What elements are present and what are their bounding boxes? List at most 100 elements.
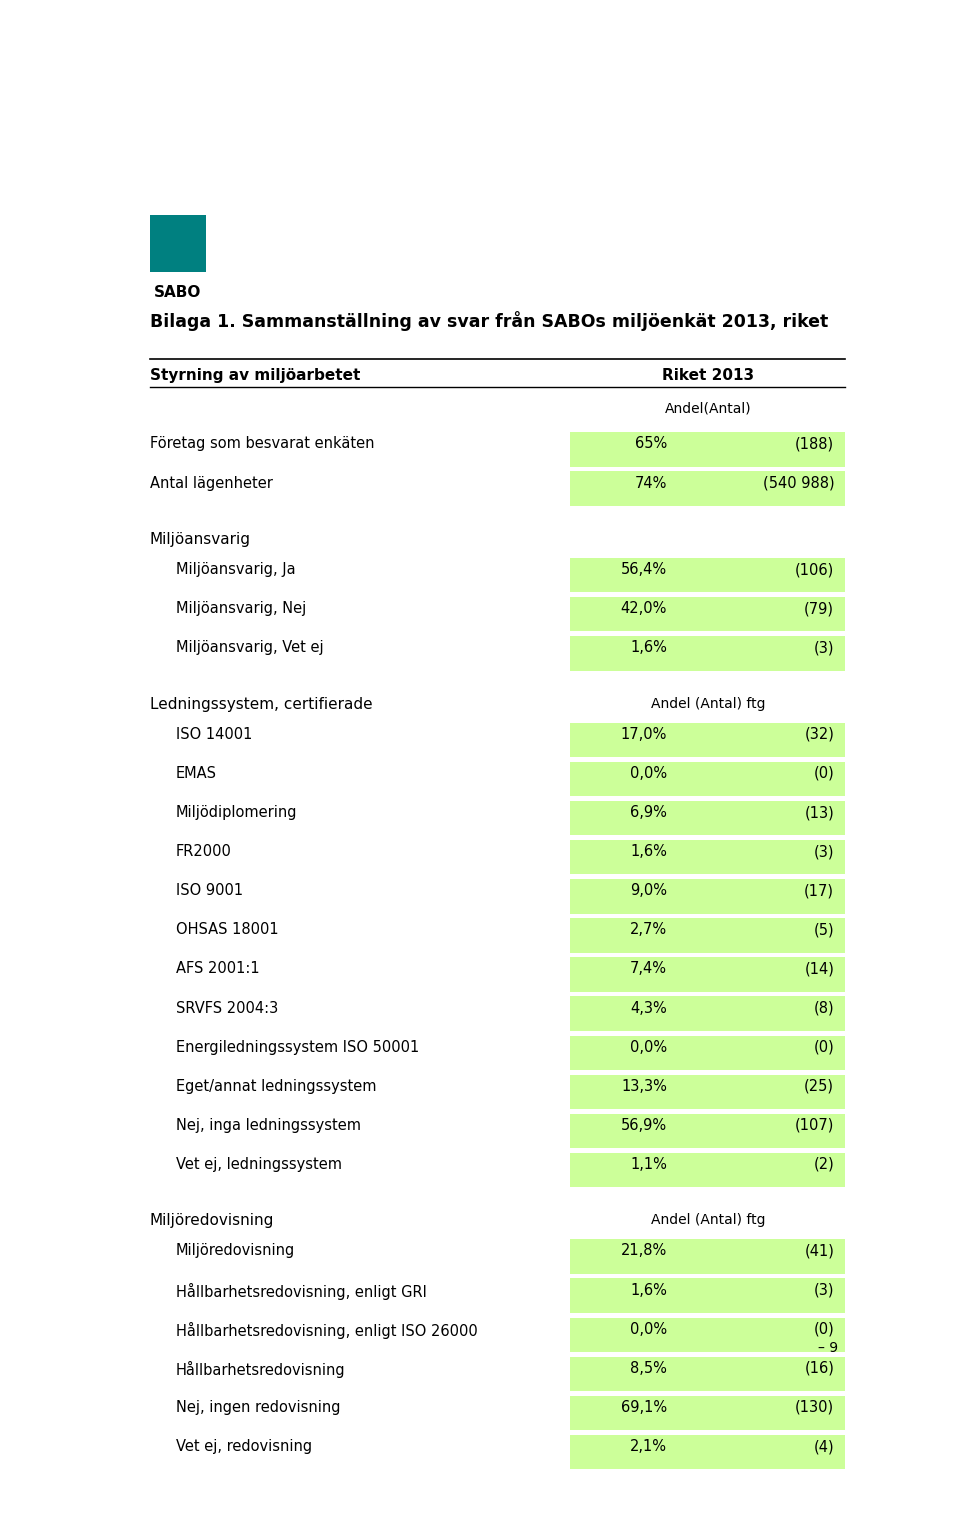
Bar	[570, 1074, 846, 1110]
Bar	[570, 1279, 846, 1313]
Bar	[570, 919, 846, 953]
Bar	[570, 432, 846, 466]
Text: 13,3%: 13,3%	[621, 1079, 667, 1094]
Text: (4): (4)	[814, 1439, 834, 1454]
Text: 9,0%: 9,0%	[630, 883, 667, 899]
Text: Bilaga 1. Sammanställning av svar från SABOs miljöenkät 2013, riket: Bilaga 1. Sammanställning av svar från S…	[150, 311, 828, 331]
Text: Eget/annat ledningssystem: Eget/annat ledningssystem	[176, 1079, 376, 1094]
Bar	[570, 1357, 846, 1391]
Bar	[570, 1036, 846, 1070]
Text: (188): (188)	[795, 437, 834, 451]
Text: 69,1%: 69,1%	[621, 1400, 667, 1414]
Text: Andel (Antal) ftg: Andel (Antal) ftg	[651, 697, 765, 711]
Text: Hållbarhetsredovisning, enligt GRI: Hållbarhetsredovisning, enligt GRI	[176, 1282, 426, 1299]
Bar	[150, 215, 205, 272]
Text: SRVFS 2004:3: SRVFS 2004:3	[176, 1000, 278, 1016]
Bar	[570, 1114, 846, 1148]
Text: AFS 2001:1: AFS 2001:1	[176, 962, 259, 976]
Text: (2): (2)	[813, 1157, 834, 1173]
Text: 0,0%: 0,0%	[630, 1322, 667, 1337]
Text: 56,9%: 56,9%	[621, 1117, 667, 1133]
Bar	[570, 1396, 846, 1430]
Text: 21,8%: 21,8%	[620, 1244, 667, 1259]
Text: Miljöredovisning: Miljöredovisning	[176, 1244, 295, 1259]
Text: (32): (32)	[804, 726, 834, 742]
Text: Antal lägenheter: Antal lägenheter	[150, 476, 273, 491]
Bar	[570, 996, 846, 1031]
Text: Energiledningssystem ISO 50001: Energiledningssystem ISO 50001	[176, 1040, 420, 1054]
Text: (3): (3)	[814, 1282, 834, 1297]
Bar	[570, 1153, 846, 1187]
Text: 56,4%: 56,4%	[621, 562, 667, 577]
Text: 1,1%: 1,1%	[630, 1157, 667, 1173]
Text: 7,4%: 7,4%	[630, 962, 667, 976]
Text: (106): (106)	[795, 562, 834, 577]
Text: 17,0%: 17,0%	[620, 726, 667, 742]
Text: (0): (0)	[813, 1322, 834, 1337]
Bar	[570, 597, 846, 631]
Text: Miljödiplomering: Miljödiplomering	[176, 805, 298, 820]
Text: 42,0%: 42,0%	[620, 602, 667, 616]
Text: Hållbarhetsredovisning: Hållbarhetsredovisning	[176, 1360, 346, 1377]
Text: (540 988): (540 988)	[762, 476, 834, 491]
Text: (16): (16)	[804, 1360, 834, 1376]
Text: (3): (3)	[814, 843, 834, 859]
Text: Miljöansvarig: Miljöansvarig	[150, 532, 251, 546]
Bar	[570, 957, 846, 991]
Text: (17): (17)	[804, 883, 834, 899]
Text: (13): (13)	[804, 805, 834, 820]
Bar	[570, 1317, 846, 1351]
Bar	[570, 1434, 846, 1470]
Text: (0): (0)	[813, 766, 834, 780]
Bar	[570, 636, 846, 671]
Bar	[570, 762, 846, 796]
Text: Företag som besvarat enkäten: Företag som besvarat enkäten	[150, 437, 374, 451]
Text: Ledningssystem, certifierade: Ledningssystem, certifierade	[150, 697, 372, 711]
Text: Miljöredovisning: Miljöredovisning	[150, 1213, 275, 1228]
Text: (3): (3)	[814, 640, 834, 656]
Text: Andel (Antal) ftg: Andel (Antal) ftg	[651, 1213, 765, 1227]
Text: (0): (0)	[813, 1040, 834, 1054]
Text: 8,5%: 8,5%	[630, 1360, 667, 1376]
Text: ISO 14001: ISO 14001	[176, 726, 252, 742]
Bar	[570, 723, 846, 757]
Text: (107): (107)	[795, 1117, 834, 1133]
Text: SABO: SABO	[154, 285, 202, 300]
Text: 1,6%: 1,6%	[630, 640, 667, 656]
Text: FR2000: FR2000	[176, 843, 231, 859]
Text: (14): (14)	[804, 962, 834, 976]
Text: 1,6%: 1,6%	[630, 843, 667, 859]
Text: 2,7%: 2,7%	[630, 922, 667, 937]
Text: (130): (130)	[795, 1400, 834, 1414]
Text: Styrning av miljöarbetet: Styrning av miljöarbetet	[150, 368, 360, 383]
Bar	[570, 879, 846, 914]
Text: 1,6%: 1,6%	[630, 1282, 667, 1297]
Text: Vet ej, redovisning: Vet ej, redovisning	[176, 1439, 312, 1454]
Text: Andel(Antal): Andel(Antal)	[664, 402, 751, 416]
Text: Nej, inga ledningssystem: Nej, inga ledningssystem	[176, 1117, 361, 1133]
Text: (8): (8)	[814, 1000, 834, 1016]
Text: Miljöansvarig, Ja: Miljöansvarig, Ja	[176, 562, 296, 577]
Text: Miljöansvarig, Nej: Miljöansvarig, Nej	[176, 602, 306, 616]
Text: (41): (41)	[804, 1244, 834, 1259]
Text: Nej, ingen redovisning: Nej, ingen redovisning	[176, 1400, 340, 1414]
Text: (25): (25)	[804, 1079, 834, 1094]
Text: Vet ej, ledningssystem: Vet ej, ledningssystem	[176, 1157, 342, 1173]
Bar	[570, 800, 846, 836]
Text: (5): (5)	[814, 922, 834, 937]
Text: OHSAS 18001: OHSAS 18001	[176, 922, 278, 937]
Bar	[570, 559, 846, 593]
Text: 0,0%: 0,0%	[630, 1040, 667, 1054]
Text: Miljöansvarig, Vet ej: Miljöansvarig, Vet ej	[176, 640, 324, 656]
Text: 0,0%: 0,0%	[630, 766, 667, 780]
Text: Hållbarhetsredovisning, enligt ISO 26000: Hållbarhetsredovisning, enligt ISO 26000	[176, 1322, 477, 1339]
Text: 65%: 65%	[635, 437, 667, 451]
Text: 6,9%: 6,9%	[630, 805, 667, 820]
Text: (79): (79)	[804, 602, 834, 616]
Text: 74%: 74%	[635, 476, 667, 491]
Text: EMAS: EMAS	[176, 766, 217, 780]
Bar	[570, 1239, 846, 1274]
Text: 2,1%: 2,1%	[630, 1439, 667, 1454]
Text: – 9: – 9	[818, 1342, 838, 1356]
Bar	[570, 471, 846, 506]
